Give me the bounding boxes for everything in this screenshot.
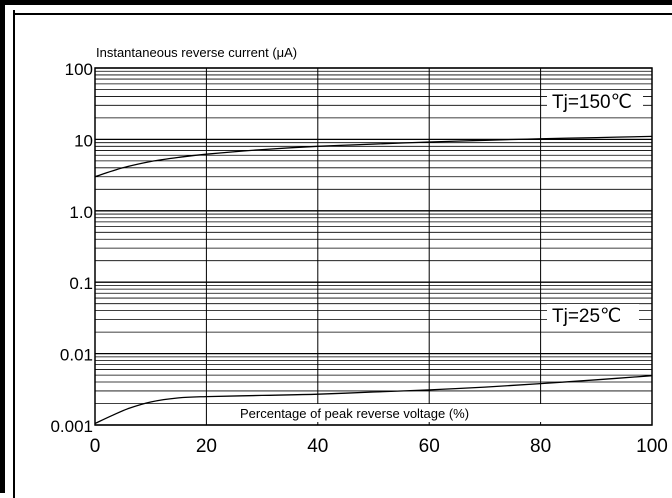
- x-axis-label-background: [236, 404, 548, 422]
- y-tick-label: 1.0: [69, 203, 93, 222]
- series-line-0: [94, 135, 653, 178]
- y-tick-label: 10: [74, 131, 93, 150]
- plot-border: [94, 67, 653, 426]
- x-axis-label: Percentage of peak reverse voltage (%): [240, 406, 469, 421]
- y-tick-labels: 0.001 0.01 0.1 1.0 10 100: [50, 60, 93, 436]
- x-tick-label: 80: [530, 436, 551, 457]
- grid: [94, 67, 653, 426]
- series-group: [94, 135, 653, 425]
- annotation-background: [547, 304, 639, 328]
- x-tick-label: 60: [419, 436, 440, 457]
- frame-inner-top-rule: [13, 13, 672, 15]
- y-tick-label: 0.001: [50, 417, 93, 436]
- y-tick-label: 0.01: [60, 346, 93, 365]
- series-line-1: [94, 375, 653, 425]
- annotation-background: [547, 90, 643, 114]
- x-tick-label: 20: [196, 436, 217, 457]
- y-axis-label: Instantaneous reverse current (μA): [96, 45, 297, 60]
- series-annotation: Tj=25℃: [552, 306, 621, 327]
- x-tick-label: 100: [636, 436, 668, 457]
- y-tick-label: 0.1: [69, 274, 93, 293]
- x-tick-label: 0: [90, 436, 101, 457]
- x-tick-label: 40: [307, 436, 328, 457]
- x-tick-labels: 0 20 40 60 80 100: [90, 436, 668, 457]
- y-tick-label: 100: [65, 60, 93, 79]
- series-annotation: Tj=150℃: [552, 92, 632, 113]
- frame-inner-left-rule: [13, 10, 15, 498]
- series-annotations: Tj=150℃ Tj=25℃: [547, 90, 643, 328]
